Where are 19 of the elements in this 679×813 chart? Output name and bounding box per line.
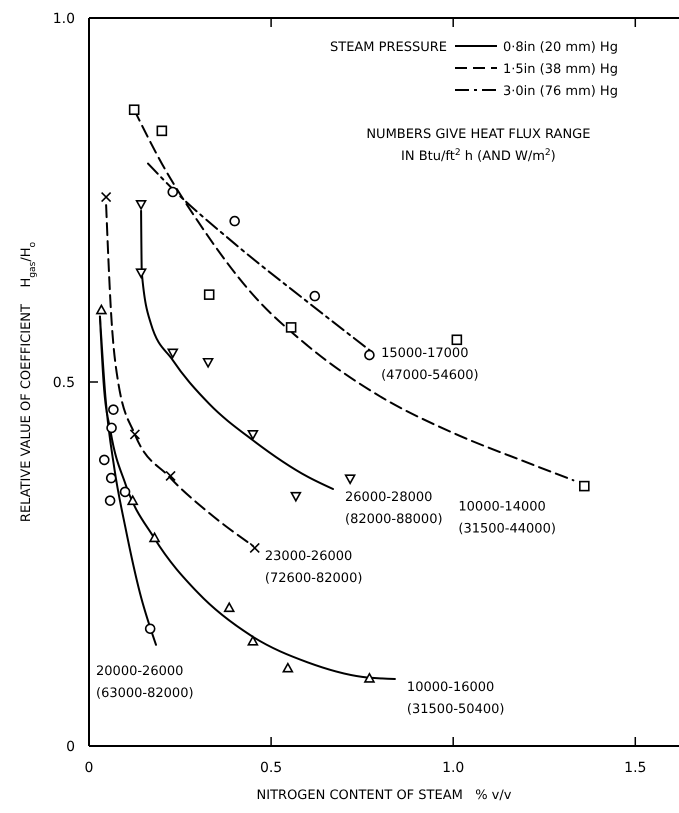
legend-label: 1·5in (38 mm) Hg	[503, 62, 618, 77]
annotation: NUMBERS GIVE HEAT FLUX RANGE IN Btu/ft$^{2}$ h (AND W/m$^{2}$)	[366, 127, 590, 164]
annotation: 10000-14000 (31500-44000)	[458, 499, 556, 536]
x-tick-label: 0.5	[260, 760, 282, 776]
annotation: 10000-16000 (31500-50400)	[406, 680, 504, 718]
x-tick-label: 1.5	[624, 760, 646, 776]
annotation: 20000-26000 (63000-82000)	[96, 664, 194, 701]
legend-title: STEAM PRESSURE	[330, 40, 447, 55]
x-tick-label: 1.0	[442, 760, 464, 776]
x-axis-title: NITROGEN CONTENT OF STEAM % v/v	[256, 788, 512, 803]
y-tick-label: 0.5	[52, 375, 75, 391]
legend-label: 0·8in (20 mm) Hg	[503, 40, 618, 55]
annotation: 23000-26000 (72600-82000)	[264, 548, 362, 586]
y-tick-label: 0	[66, 739, 75, 755]
legend-label: 3·0in (76 mm) Hg	[503, 84, 618, 99]
x-tick-label: 0	[84, 760, 94, 776]
y-tick-label: 1.0	[52, 11, 75, 27]
annotation: 26000-28000 (82000-88000)	[345, 490, 443, 528]
annotation: 15000-17000 (47000-54600)	[381, 346, 479, 383]
